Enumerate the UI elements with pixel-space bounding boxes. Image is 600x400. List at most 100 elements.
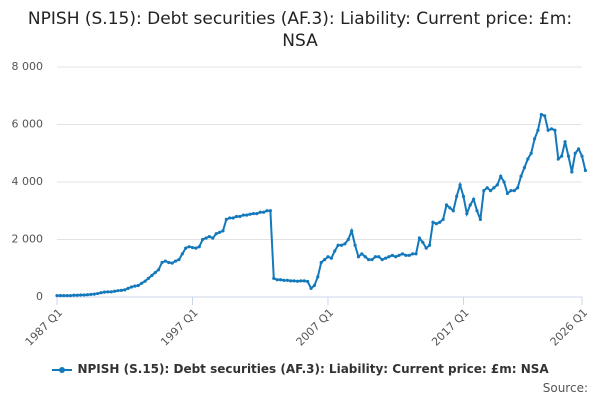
data-point bbox=[502, 180, 506, 184]
data-point bbox=[360, 252, 364, 256]
data-point bbox=[109, 290, 113, 294]
y-tick-label: 2 000 bbox=[12, 233, 44, 246]
data-point bbox=[136, 283, 140, 288]
data-point bbox=[106, 290, 110, 294]
data-point bbox=[400, 252, 405, 256]
data-point bbox=[536, 128, 540, 132]
data-point bbox=[96, 291, 100, 296]
data-point bbox=[265, 209, 269, 213]
data-point bbox=[306, 279, 310, 284]
data-point bbox=[553, 128, 557, 132]
data-point bbox=[58, 293, 62, 298]
data-point bbox=[326, 255, 330, 259]
data-point bbox=[394, 255, 398, 259]
legend-label: NPISH (S.15): Debt securities (AF.3): Li… bbox=[77, 362, 549, 376]
legend-symbol bbox=[52, 366, 73, 373]
data-point bbox=[157, 268, 161, 272]
data-point bbox=[65, 293, 69, 298]
data-point bbox=[441, 217, 445, 221]
data-point bbox=[380, 258, 384, 262]
data-point bbox=[197, 245, 201, 249]
data-point bbox=[353, 243, 357, 247]
data-point bbox=[204, 236, 208, 240]
data-point bbox=[309, 286, 313, 290]
data-point bbox=[421, 240, 425, 244]
data-point bbox=[444, 203, 449, 207]
data-point bbox=[404, 253, 408, 257]
data-point bbox=[387, 255, 391, 259]
data-point bbox=[566, 154, 571, 158]
data-point bbox=[465, 212, 469, 216]
data-point bbox=[424, 246, 428, 250]
data-point bbox=[512, 189, 516, 193]
data-point bbox=[495, 183, 499, 187]
y-tick-label: 0 bbox=[36, 290, 43, 303]
data-point bbox=[397, 253, 401, 257]
data-point bbox=[62, 293, 66, 298]
data-point bbox=[522, 166, 527, 170]
data-point bbox=[99, 291, 103, 295]
data-point bbox=[390, 253, 394, 257]
data-point bbox=[224, 217, 228, 221]
data-point bbox=[255, 212, 259, 216]
data-point bbox=[370, 258, 374, 262]
data-point bbox=[509, 189, 513, 193]
data-point bbox=[180, 252, 184, 256]
data-point bbox=[427, 243, 432, 247]
data-point bbox=[116, 289, 120, 293]
data-point bbox=[356, 255, 361, 259]
data-point bbox=[539, 112, 543, 117]
data-point bbox=[319, 260, 323, 265]
data-point bbox=[150, 273, 154, 278]
data-point bbox=[529, 151, 533, 155]
chart-title: NPISH (S.15): Debt securities (AF.3): Li… bbox=[27, 9, 573, 51]
x-tick-label: 1997 Q1 bbox=[158, 306, 201, 349]
data-point bbox=[119, 288, 123, 292]
data-point bbox=[167, 260, 171, 265]
data-point bbox=[367, 258, 371, 262]
x-tick-label: 1987 Q1 bbox=[23, 306, 66, 349]
data-point bbox=[123, 288, 127, 292]
y-tick-label: 4 000 bbox=[12, 175, 44, 188]
data-point bbox=[546, 128, 550, 132]
data-point bbox=[278, 278, 283, 282]
data-point bbox=[292, 279, 296, 283]
legend[interactable]: NPISH (S.15): Debt securities (AF.3): Li… bbox=[0, 362, 600, 376]
data-point bbox=[190, 245, 195, 250]
data-point bbox=[140, 281, 144, 285]
data-point bbox=[485, 186, 489, 190]
data-point bbox=[458, 183, 462, 187]
data-point bbox=[407, 253, 411, 257]
data-point bbox=[194, 246, 198, 250]
source: Source: bbox=[542, 381, 588, 395]
data-point bbox=[478, 217, 482, 221]
data-point bbox=[126, 286, 130, 290]
data-point bbox=[251, 212, 256, 216]
data-point bbox=[560, 154, 564, 158]
data-point bbox=[492, 186, 496, 190]
data-point bbox=[472, 197, 476, 201]
data-point bbox=[173, 259, 178, 263]
y-tick-label: 8 000 bbox=[12, 60, 44, 73]
data-point bbox=[519, 174, 523, 178]
data-point bbox=[289, 279, 293, 283]
data-point bbox=[411, 252, 415, 256]
data-point bbox=[187, 245, 191, 249]
data-point bbox=[231, 216, 235, 220]
data-point bbox=[573, 151, 577, 155]
data-point bbox=[302, 279, 306, 283]
data-point bbox=[336, 243, 340, 247]
data-point bbox=[160, 260, 164, 265]
data-point bbox=[238, 214, 242, 219]
data-point bbox=[526, 157, 530, 161]
data-point bbox=[417, 236, 422, 240]
data-point bbox=[461, 194, 466, 198]
data-point bbox=[451, 209, 455, 213]
data-point bbox=[143, 279, 147, 283]
data-point bbox=[201, 237, 205, 242]
data-point bbox=[329, 256, 333, 260]
data-point bbox=[241, 213, 245, 217]
data-point bbox=[312, 283, 317, 288]
